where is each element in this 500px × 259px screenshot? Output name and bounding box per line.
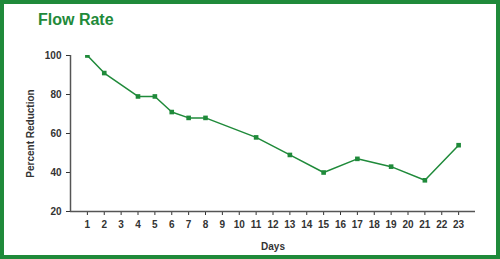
- svg-text:3: 3: [118, 219, 124, 230]
- svg-text:21: 21: [419, 219, 431, 230]
- svg-text:15: 15: [318, 219, 330, 230]
- svg-text:18: 18: [369, 219, 381, 230]
- svg-text:8: 8: [203, 219, 209, 230]
- html-text:Flow Rate: Flow Rate: [38, 11, 114, 28]
- svg-text:11: 11: [251, 219, 262, 230]
- svg-text:100: 100: [45, 50, 62, 61]
- svg-text:1: 1: [85, 219, 91, 230]
- svg-text:13: 13: [284, 219, 296, 230]
- svg-text:7: 7: [186, 219, 192, 230]
- svg-text:16: 16: [335, 219, 347, 230]
- svg-text:9: 9: [220, 219, 226, 230]
- svg-text:10: 10: [234, 219, 246, 230]
- svg-text:23: 23: [453, 219, 465, 230]
- svg-text:12: 12: [267, 219, 279, 230]
- svg-text:19: 19: [386, 219, 398, 230]
- svg-text:5: 5: [152, 219, 158, 230]
- svg-text:20: 20: [50, 206, 62, 217]
- svg-text:6: 6: [169, 219, 175, 230]
- svg-text:22: 22: [436, 219, 448, 230]
- svg-text:60: 60: [50, 128, 62, 139]
- svg-text:20: 20: [402, 219, 414, 230]
- svg-text:80: 80: [50, 89, 62, 100]
- svg-text:40: 40: [50, 167, 62, 178]
- svg-text:Percent Reduction: Percent Reduction: [25, 89, 36, 177]
- svg-text:17: 17: [352, 219, 364, 230]
- svg-text:4: 4: [135, 219, 141, 230]
- svg-text:14: 14: [301, 219, 313, 230]
- svg-text:2: 2: [101, 219, 107, 230]
- svg-text:Days: Days: [261, 241, 285, 252]
